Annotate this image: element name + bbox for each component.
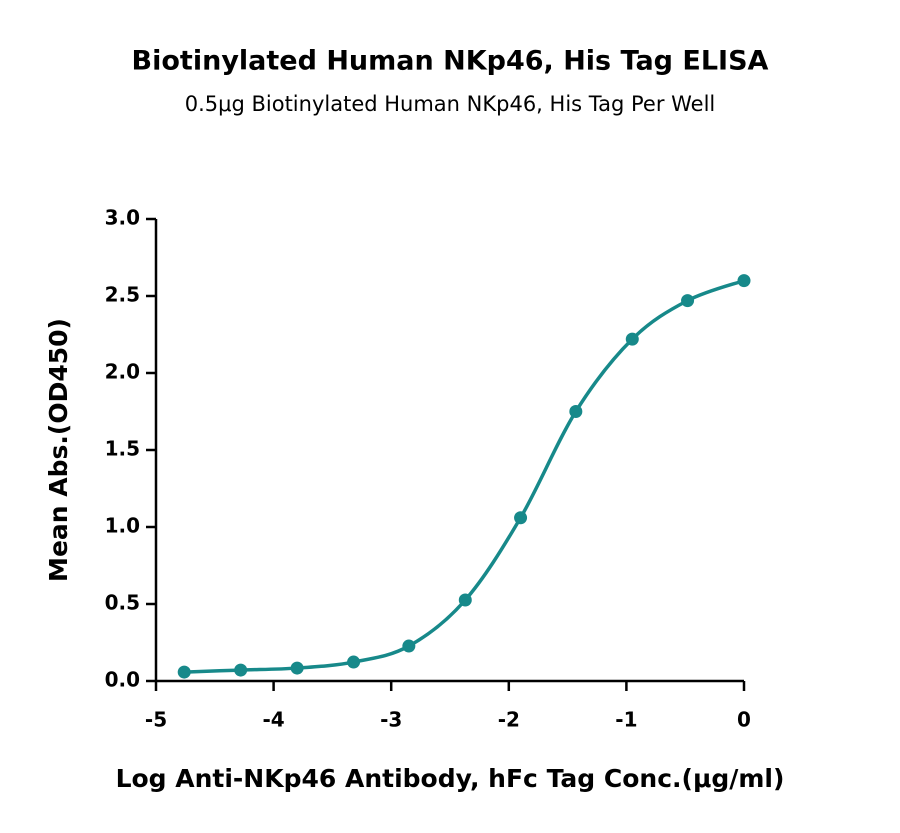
chart-title: Biotinylated Human NKp46, His Tag ELISA bbox=[132, 46, 769, 77]
x-tick-label: -2 bbox=[498, 708, 520, 732]
y-tick-label: 1.0 bbox=[105, 514, 140, 538]
data-point bbox=[737, 274, 751, 288]
y-tick-label: 1.5 bbox=[105, 437, 140, 461]
fit-curve bbox=[184, 278, 745, 674]
y-tick-label: 2.5 bbox=[105, 283, 140, 307]
x-tick-label: -4 bbox=[262, 708, 284, 732]
x-tick-label: -5 bbox=[145, 708, 167, 732]
data-point bbox=[569, 405, 583, 418]
y-tick-label: 0.5 bbox=[105, 591, 140, 615]
data-point bbox=[625, 332, 639, 346]
data-point bbox=[458, 593, 472, 607]
y-tick-label: 0.0 bbox=[105, 668, 140, 692]
data-point bbox=[234, 663, 248, 677]
y-axis-label: Mean Abs.(OD450) bbox=[44, 318, 73, 582]
data-point bbox=[681, 294, 695, 308]
x-axis-label: Log Anti-NKp46 Antibody, hFc Tag Conc.(μ… bbox=[116, 764, 785, 793]
y-tick-label: 3.0 bbox=[105, 206, 140, 230]
data-point bbox=[514, 511, 528, 525]
x-tick-label: 0 bbox=[737, 708, 751, 732]
x-tick-label: -1 bbox=[615, 708, 637, 732]
data-point bbox=[402, 639, 416, 653]
y-tick-label: 2.0 bbox=[105, 360, 140, 384]
chart-subtitle: 0.5μg Biotinylated Human NKp46, His Tag … bbox=[185, 92, 716, 116]
x-tick-label: -3 bbox=[380, 708, 402, 732]
data-point bbox=[347, 655, 361, 669]
data-point bbox=[177, 665, 191, 679]
data-point bbox=[290, 661, 304, 675]
